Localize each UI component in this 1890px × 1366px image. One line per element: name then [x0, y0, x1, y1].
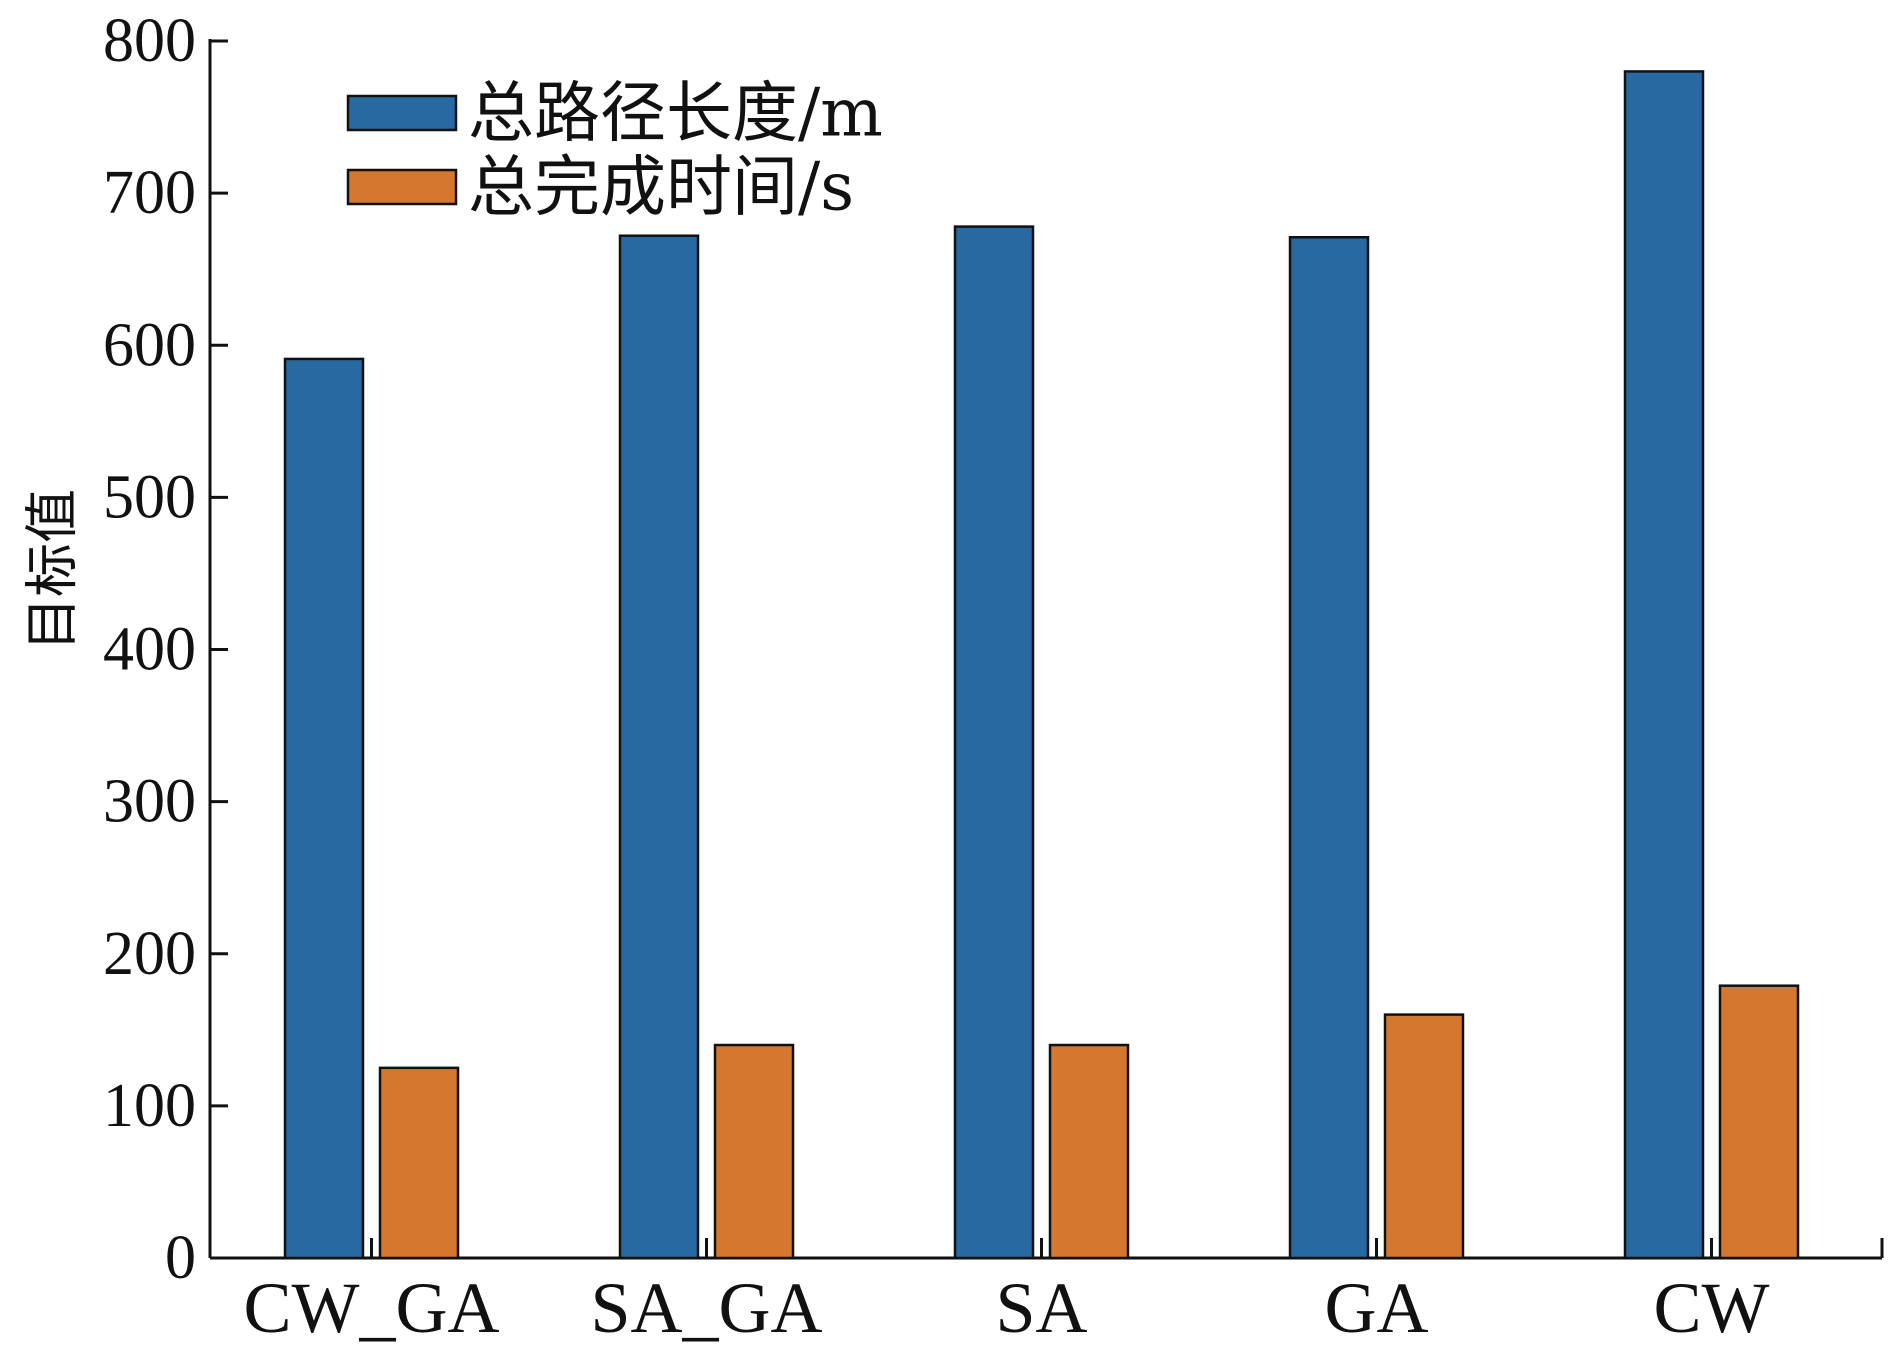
bar-sa-ga-series-2 [713, 1043, 795, 1260]
y-tick-label: 200 [103, 920, 196, 988]
bar-ga-series-1 [1288, 235, 1370, 1260]
x-tick-label: GA [1325, 1268, 1429, 1348]
y-tick-label: 400 [103, 616, 196, 684]
y-tick-label: 600 [103, 311, 196, 379]
x-tick-label: SA [995, 1268, 1087, 1348]
y-axis-title: 目标值 [21, 489, 84, 651]
y-tick-label: 100 [103, 1072, 196, 1140]
bar-sa-series-2 [1048, 1043, 1130, 1260]
legend-label-2: 总完成时间/s [468, 149, 854, 226]
y-tick-label: 300 [103, 768, 196, 836]
legend-swatch-2 [346, 168, 458, 206]
legend-swatch-1 [346, 94, 458, 132]
bar-sa-ga-series-1 [618, 234, 700, 1260]
bars [283, 70, 1800, 1260]
legend-label-1: 总路径长度/m [468, 75, 883, 152]
bar-cw-series-1 [1623, 70, 1705, 1260]
y-tick-label: 500 [103, 463, 196, 531]
bar-cw-series-2 [1718, 984, 1800, 1260]
x-tick-label: CW [1654, 1268, 1770, 1348]
x-tick-label: SA_GA [590, 1268, 822, 1348]
bar-sa-series-1 [953, 225, 1035, 1260]
y-tick-label: 0 [165, 1224, 196, 1292]
bar-ga-series-2 [1383, 1013, 1465, 1260]
y-axis: 0 100 200 300 400 500 600 700 800 [103, 7, 228, 1292]
y-tick-label: 800 [103, 7, 196, 75]
x-tick-label: CW_GA [244, 1268, 500, 1348]
bar-cw-ga-series-1 [283, 357, 365, 1260]
x-axis: CW_GA SA_GA SA GA CW [210, 1238, 1884, 1348]
bar-cw-ga-series-2 [378, 1066, 460, 1260]
y-tick-label: 700 [103, 159, 196, 227]
